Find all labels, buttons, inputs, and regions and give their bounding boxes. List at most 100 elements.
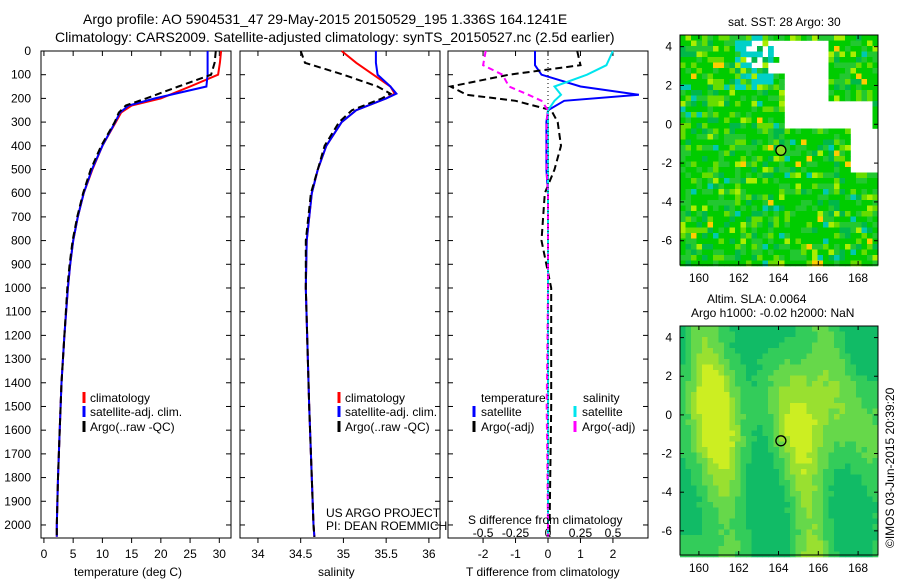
map-cell: [867, 535, 873, 541]
map-cell: [856, 255, 862, 261]
map-cell: [751, 117, 758, 124]
map-cell: [872, 364, 879, 371]
map-cell: [702, 546, 708, 552]
map-cell: [839, 342, 846, 349]
map-cell: [691, 161, 697, 168]
map-cell: [768, 546, 774, 552]
map-cell: [729, 447, 736, 453]
x-tick-label: 166: [808, 271, 828, 285]
map-cell: [751, 348, 758, 354]
map-cell: [735, 183, 741, 190]
map-cell: [735, 222, 741, 228]
map-cell: [729, 546, 736, 552]
map-cell: [680, 469, 686, 475]
map-cell: [713, 255, 719, 261]
map-cell: [872, 513, 879, 519]
map-cell: [724, 238, 730, 245]
map-cell: [729, 205, 736, 212]
map-cell: [713, 200, 719, 206]
map-cell: [713, 502, 719, 508]
map-cell: [740, 216, 747, 223]
map-cell: [795, 386, 802, 393]
map-cell: [757, 101, 763, 107]
map-cell: [828, 35, 835, 41]
map-cell: [740, 381, 747, 387]
map-cell: [746, 73, 752, 80]
map-cell: [839, 535, 846, 541]
map-cell: [713, 408, 719, 415]
map-cell: [718, 469, 725, 475]
map-cell: [834, 502, 840, 508]
map-cell: [702, 150, 708, 157]
map-cell: [845, 189, 851, 195]
map-cell: [812, 491, 818, 497]
map-cell: [856, 447, 862, 453]
map-cell: [680, 178, 686, 184]
map-cell: [779, 139, 785, 146]
map-cell: [718, 46, 725, 52]
map-cell: [691, 211, 697, 217]
map-cell: [861, 244, 868, 250]
y-tick-label: 1000: [4, 281, 31, 295]
map-cell: [751, 57, 758, 63]
map-cell: [784, 156, 791, 162]
map-cell: [773, 95, 780, 102]
map-cell: [823, 441, 829, 448]
map-cell: [762, 474, 769, 481]
map-cell: [757, 381, 763, 387]
map-cell: [872, 46, 879, 52]
map-cell: [729, 491, 736, 497]
map-cell: [795, 469, 802, 475]
map-cell: [779, 95, 785, 102]
map-cell: [801, 216, 807, 223]
map-cell: [746, 255, 752, 261]
map-cell: [762, 375, 769, 382]
map-cell: [746, 364, 752, 371]
map-cell: [795, 507, 802, 514]
map-cell: [872, 106, 879, 113]
map-cell: [812, 447, 818, 453]
map-cell: [680, 260, 686, 267]
map-cell: [784, 161, 791, 168]
map-cell: [806, 178, 813, 184]
map-cell: [850, 458, 857, 464]
map-cell: [845, 337, 851, 343]
map-cell: [762, 139, 769, 146]
map-cell: [773, 414, 780, 420]
map-cell: [746, 200, 752, 206]
map-cell: [713, 117, 719, 124]
map-cell: [806, 370, 813, 376]
map-cell: [740, 447, 747, 453]
map-cell: [735, 139, 741, 146]
map-cell: [790, 189, 796, 195]
map-cell: [685, 441, 692, 448]
map-cell: [729, 150, 736, 157]
map-cell: [784, 35, 791, 41]
map-cell: [790, 502, 796, 508]
map-cell: [713, 233, 719, 239]
map-cell: [696, 513, 703, 519]
map-cell: [817, 222, 824, 228]
map-cell: [828, 419, 835, 426]
map-cell: [839, 359, 846, 365]
map-cell: [746, 518, 752, 525]
map-cell: [724, 90, 730, 96]
map-cell: [828, 183, 835, 190]
map-cell: [680, 359, 686, 365]
map-cell: [735, 189, 741, 195]
map-cell: [779, 452, 785, 459]
map-cell: [762, 403, 769, 409]
map-cell: [691, 474, 697, 481]
map-cell: [773, 211, 780, 217]
map-cell: [691, 227, 697, 234]
x-tick-label: 164: [768, 271, 788, 285]
map-cell: [707, 414, 714, 420]
map-cell: [801, 326, 807, 332]
map-cell: [773, 255, 780, 261]
map-cell: [845, 172, 851, 179]
map-cell: [839, 79, 846, 85]
map-cell: [729, 79, 736, 85]
map-cell: [790, 172, 796, 179]
map-cell: [839, 348, 846, 354]
map-cell: [856, 57, 862, 63]
